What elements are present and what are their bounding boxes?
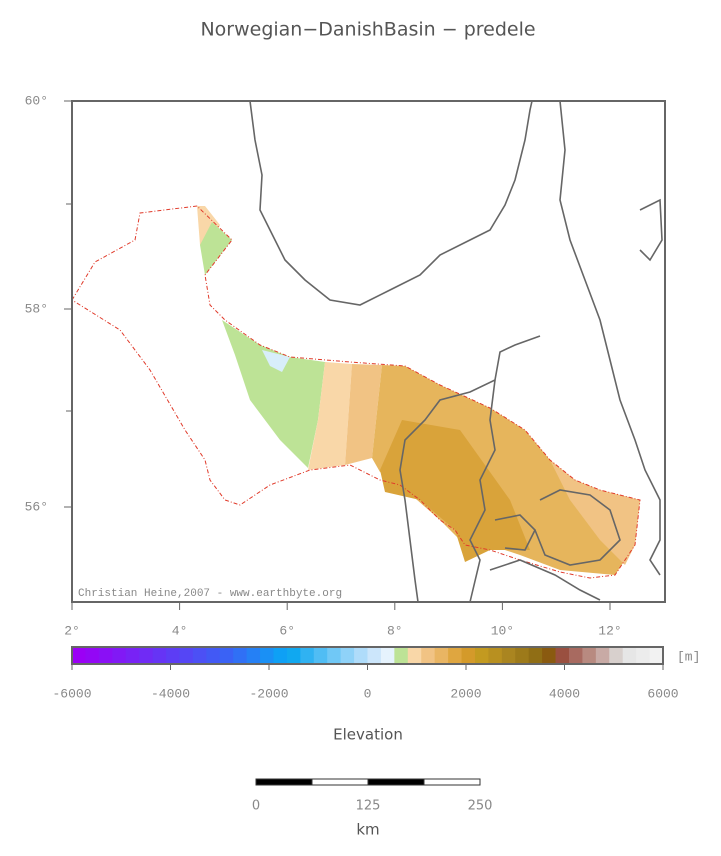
colorbar-cell xyxy=(380,647,395,664)
colorbar: -6000 -4000 -2000 0 2000 4000 6000 [m] xyxy=(52,646,700,701)
colorbar-cell xyxy=(488,647,503,664)
coastline-jutland-east xyxy=(469,379,496,603)
colorbar-cell xyxy=(125,647,140,664)
colorbar-cell xyxy=(448,647,463,664)
credit: Christian Heine,2007 - www.earthbyte.org xyxy=(78,588,342,600)
colorbar-cell xyxy=(139,647,154,664)
colorbar-cell xyxy=(72,647,86,664)
lon-label: 6° xyxy=(279,623,295,638)
colorbar-cell xyxy=(515,647,530,664)
colorbar-cell xyxy=(568,647,583,664)
title: Norwegian−DanishBasin − predele xyxy=(200,19,535,41)
region-green xyxy=(222,320,325,468)
coastline-funen xyxy=(494,514,536,551)
colorbar-tick-label: 0 xyxy=(364,686,372,701)
colorbar-cell xyxy=(98,647,113,664)
scale-label: 250 xyxy=(468,799,493,814)
region-light-orange xyxy=(550,460,640,565)
coastline-sweden xyxy=(559,100,661,576)
map-border xyxy=(71,100,666,603)
colorbar-cell xyxy=(206,647,221,664)
lon-label: 2° xyxy=(64,623,80,638)
lon-label: 10° xyxy=(491,623,514,638)
lon-label: 12° xyxy=(598,623,621,638)
colorbar-cell xyxy=(192,647,207,664)
scale-segment xyxy=(423,778,481,786)
coastline-norway-east xyxy=(639,198,663,262)
colorbar-cell xyxy=(152,647,167,664)
colorbar-cell xyxy=(407,647,422,664)
colorbar-cell xyxy=(286,647,301,664)
scale-segment xyxy=(367,778,425,786)
colorbar-cell xyxy=(542,647,557,664)
scale-bar: 0 125 250 km xyxy=(252,778,493,839)
colorbar-unit: [m] xyxy=(677,649,700,664)
colorbar-cell xyxy=(555,647,570,664)
colorbar-cell xyxy=(233,647,248,664)
scale-unit: km xyxy=(356,821,379,839)
colorbar-cell xyxy=(246,647,261,664)
colorbar-cell xyxy=(273,647,288,664)
colorbar-tick-label: 6000 xyxy=(647,686,678,701)
region-light-blue xyxy=(262,350,290,372)
colorbar-cell xyxy=(582,647,597,664)
colorbar-cell xyxy=(260,647,274,664)
colorbar-cell xyxy=(636,647,651,664)
colorbar-cell xyxy=(112,647,127,664)
colorbar-cell xyxy=(528,647,543,664)
colorbar-cell xyxy=(649,647,664,664)
colorbar-tick-label: 4000 xyxy=(549,686,580,701)
colorbar-tick-label: -4000 xyxy=(151,686,190,701)
colorbar-cell xyxy=(394,647,409,664)
scale-segment xyxy=(255,778,313,786)
lat-label: 58° xyxy=(25,301,48,316)
basin-outline xyxy=(71,205,641,579)
colorbar-cell xyxy=(474,647,489,664)
colorbar-tick-label: -2000 xyxy=(249,686,288,701)
colorbar-cell xyxy=(300,647,315,664)
colorbar-cell xyxy=(501,647,516,664)
region-light-orange xyxy=(345,364,382,465)
colorbar-cell xyxy=(166,647,180,664)
coastlines xyxy=(249,100,663,603)
colorbar-cell xyxy=(219,647,234,664)
colorbar-cell xyxy=(85,647,100,664)
colorbar-cell xyxy=(313,647,328,664)
axes: 60° 58° 56° 2° 4° 6° 8° 10° 12° xyxy=(25,93,622,638)
colorbar-cell xyxy=(595,647,610,664)
region-green xyxy=(200,222,232,275)
scale-label: 0 xyxy=(252,799,260,814)
colorbar-label: Elevation xyxy=(333,726,403,744)
lat-label: 56° xyxy=(25,499,48,514)
lon-label: 4° xyxy=(172,623,188,638)
region-orange xyxy=(372,365,640,575)
colorbar-cell xyxy=(327,647,342,664)
map-frame xyxy=(71,100,666,603)
lon-label: 8° xyxy=(387,623,403,638)
coastline-zealand xyxy=(534,489,621,566)
coastline-norway xyxy=(249,100,533,306)
coastline-south xyxy=(489,559,601,601)
coastline-jutland xyxy=(399,335,541,603)
scale-segment xyxy=(311,778,369,786)
scale-label: 125 xyxy=(356,799,381,814)
region-pale-orange xyxy=(308,362,352,470)
region-dark-gold xyxy=(380,420,530,562)
lat-label: 60° xyxy=(25,93,48,108)
colorbar-cell xyxy=(367,647,382,664)
colorbar-cell xyxy=(622,647,637,664)
colorbar-cell xyxy=(421,647,436,664)
colorbar-cell xyxy=(354,647,368,664)
colorbar-tick-label: 2000 xyxy=(450,686,481,701)
colorbar-cell xyxy=(340,647,355,664)
colorbar-cell xyxy=(434,647,449,664)
colorbar-cell xyxy=(609,647,624,664)
colorbar-tick-label: -6000 xyxy=(52,686,91,701)
colorbar-cell xyxy=(179,647,194,664)
colorbar-cell xyxy=(461,647,476,664)
